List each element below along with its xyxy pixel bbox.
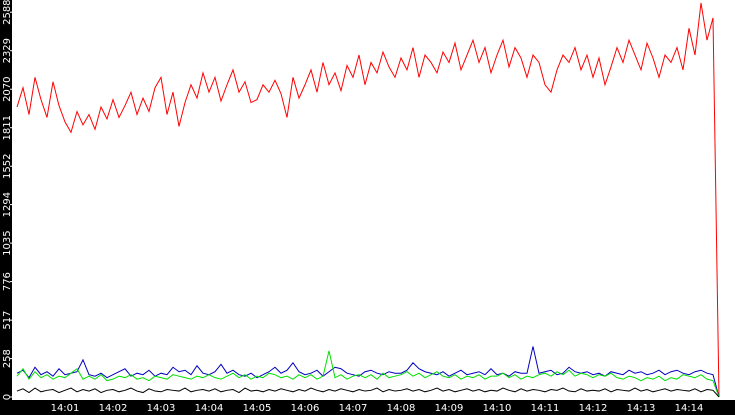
x-tick-label: 14:14 bbox=[675, 403, 704, 414]
series-line bbox=[16, 350, 720, 398]
y-tick-label: 2329 bbox=[2, 38, 13, 63]
x-tick-label: 14:07 bbox=[339, 403, 368, 414]
x-tick-label: 14:06 bbox=[291, 403, 320, 414]
x-tick-label: 14:11 bbox=[531, 403, 560, 414]
y-tick-label: 776 bbox=[2, 272, 13, 291]
plot-area bbox=[12, 0, 735, 400]
series-line bbox=[16, 346, 720, 398]
y-tick-label: 0 bbox=[2, 394, 13, 400]
x-tick-label: 14:10 bbox=[483, 403, 512, 414]
x-tick-label: 14:01 bbox=[51, 403, 80, 414]
x-tick-label: 14:12 bbox=[579, 403, 608, 414]
x-tick-label: 14:08 bbox=[387, 403, 416, 414]
x-tick-label: 14:04 bbox=[195, 403, 224, 414]
x-tick-label: 14:05 bbox=[243, 403, 272, 414]
y-tick-label: 1035 bbox=[2, 230, 13, 255]
series-line bbox=[16, 2, 720, 398]
series-line bbox=[16, 387, 720, 398]
y-tick-label: 2070 bbox=[2, 76, 13, 101]
y-tick-label: 2588 bbox=[2, 0, 13, 25]
x-tick-label: 14:03 bbox=[147, 403, 176, 414]
y-tick-label: 1552 bbox=[2, 154, 13, 179]
x-tick-label: 14:13 bbox=[627, 403, 656, 414]
x-tick-label: 14:09 bbox=[435, 403, 464, 414]
y-tick-label: 1811 bbox=[2, 115, 13, 140]
y-tick-label: 517 bbox=[2, 311, 13, 330]
y-tick-label: 258 bbox=[2, 349, 13, 368]
x-tick-label: 14:02 bbox=[99, 403, 128, 414]
y-tick-label: 1294 bbox=[2, 192, 13, 217]
